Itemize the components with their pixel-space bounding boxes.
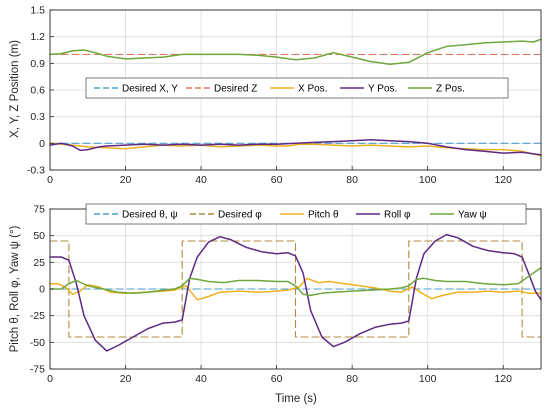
- legend-label-z-pos: Z Pos.: [436, 84, 465, 95]
- legend-label-desired-xy: Desired X, Y: [122, 84, 178, 95]
- x-tick-label: 120: [494, 174, 512, 186]
- x-tick-label: 40: [195, 174, 207, 186]
- y-tick-label: 75: [33, 204, 45, 216]
- x-tick-label: 60: [271, 373, 283, 385]
- y-tick-label: 0: [39, 284, 45, 296]
- y-tick-label: 50: [33, 230, 45, 242]
- series-line-roll: [49, 233, 542, 352]
- attitude-chart-legend: Desired θ, ψ Desired φ Pitch θ Roll φ Yaw ψ: [85, 203, 527, 225]
- y-tick-label: -75: [30, 364, 45, 376]
- y-tick-label: 1.2: [30, 31, 45, 43]
- y-tick-label: 0.9: [30, 58, 45, 70]
- x-tick-label: 80: [346, 174, 358, 186]
- position-chart: 0 20 40 60 80 100 120-0.300.30.60.91.21.5 X, Y…: [9, 5, 542, 186]
- attitude-chart-xlabel: Time (s): [275, 393, 317, 405]
- x-tick-label: 80: [346, 373, 358, 385]
- x-tick-label: 20: [120, 373, 132, 385]
- y-tick-label: -50: [30, 337, 45, 349]
- x-tick-label: 60: [271, 174, 283, 186]
- attitude-chart: 0 20 40 60 80 100 120 -75 -50 -25 0 25 50 75 Pitch θ,…: [9, 203, 542, 405]
- x-tick-label: 0: [47, 373, 53, 385]
- legend-label-yaw: Yaw ψ: [458, 210, 487, 221]
- legend-label-x-pos: X Pos.: [298, 84, 327, 95]
- series-line-yaw: [49, 266, 542, 297]
- series-line-y-pos: [49, 139, 542, 156]
- y-tick-label: 0: [39, 138, 45, 150]
- legend-label-y-pos: Y Pos.: [368, 84, 397, 95]
- legend-box: [85, 77, 509, 99]
- legend-label-roll: Roll φ: [384, 210, 411, 221]
- position-chart-ylabel: X, Y, Z Position (m): [9, 40, 21, 138]
- x-tick-label: 120: [494, 373, 512, 385]
- x-tick-label: 100: [419, 373, 437, 385]
- legend-box: [85, 203, 527, 225]
- legend-label-pitch: Pitch θ: [308, 210, 339, 221]
- x-tick-label: 100: [419, 174, 437, 186]
- legend-label-desired-z: Desired Z: [214, 84, 257, 95]
- x-tick-label: 0: [47, 174, 53, 186]
- y-tick-label: 25: [33, 257, 45, 269]
- y-tick-label: 0.6: [30, 85, 45, 97]
- y-tick-label: 1.5: [30, 5, 45, 17]
- x-tick-label: 20: [120, 174, 132, 186]
- legend-label-desired-theta-psi: Desired θ, ψ: [122, 210, 177, 221]
- series-line-z-pos: [49, 38, 542, 65]
- legend-label-desired-phi: Desired φ: [218, 210, 262, 221]
- attitude-chart-ylabel: Pitch θ, Roll φ, Yaw ψ (°): [9, 225, 21, 352]
- y-tick-label: -25: [30, 310, 45, 322]
- y-tick-label: -0.3: [27, 165, 45, 177]
- y-tick-label: 0.3: [30, 111, 45, 123]
- x-tick-label: 40: [195, 373, 207, 385]
- position-chart-legend: Desired X, Y Desired Z X Pos. Y Pos. Z Pos.: [85, 77, 509, 99]
